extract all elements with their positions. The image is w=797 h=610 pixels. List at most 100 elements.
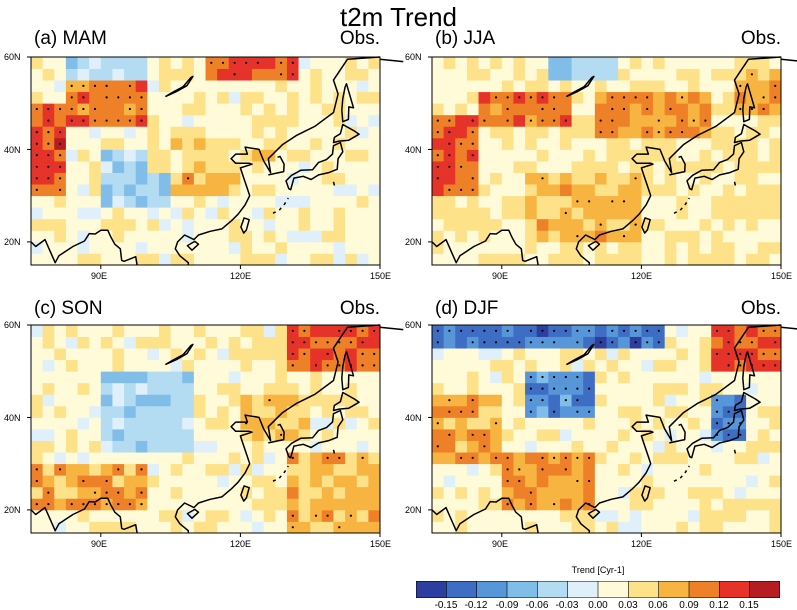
trend-cell [757, 114, 770, 127]
trend-cell [490, 463, 503, 476]
significance-dot [553, 503, 556, 506]
trend-cell [594, 452, 607, 465]
trend-cell [687, 218, 700, 231]
trend-cell [193, 429, 206, 441]
significance-dot [518, 96, 521, 99]
significance-dot [314, 514, 318, 517]
colorbar [416, 581, 780, 598]
significance-dot [436, 177, 439, 180]
trend-cell [124, 207, 137, 220]
trend-cell [31, 382, 44, 395]
trend-cell [513, 126, 526, 139]
trend-cell [240, 241, 253, 254]
colorbar-tick: 0.06 [648, 600, 668, 610]
trend-cell [513, 498, 526, 511]
trend-cell [571, 114, 584, 127]
trend-cell [263, 57, 276, 69]
trend-cell [618, 475, 631, 488]
trend-cell [240, 371, 253, 384]
trend-cell [31, 80, 44, 93]
trend-cell [618, 463, 631, 476]
trend-cell [699, 452, 712, 465]
trend-cell [571, 68, 584, 81]
trend-cell [548, 161, 561, 173]
trend-cell [455, 114, 468, 127]
trend-cell [676, 57, 689, 69]
trend-cell [170, 475, 183, 488]
trend-cell [112, 429, 125, 441]
trend-cell [321, 68, 334, 81]
trend-cell [653, 161, 666, 173]
trend-cell [513, 103, 526, 116]
trend-cell [722, 172, 735, 185]
trend-cell [455, 498, 468, 511]
significance-dot [774, 84, 777, 87]
significance-dot [541, 468, 544, 471]
significance-dot [727, 352, 730, 355]
trend-cell [664, 91, 677, 104]
trend-cell [536, 126, 549, 139]
trend-cell [275, 521, 288, 534]
trend-cell [629, 195, 642, 208]
trend-cell [490, 103, 503, 116]
trend-cell [182, 475, 195, 488]
significance-dot [576, 329, 579, 332]
trend-cell [699, 440, 712, 453]
trend-cell [135, 126, 148, 139]
trend-cell [147, 405, 160, 418]
trend-cell [629, 475, 642, 488]
trend-cell [746, 440, 759, 453]
trend-cell [501, 382, 514, 395]
colorbar-box [749, 581, 780, 598]
trend-cell [42, 521, 55, 534]
trend-cell [455, 126, 468, 139]
trend-cell [653, 80, 666, 93]
significance-dot [622, 107, 626, 111]
trend-cell [641, 230, 654, 243]
trend-cell [42, 429, 55, 441]
significance-dot [105, 503, 108, 506]
trend-cell [182, 241, 195, 254]
trend-cell [711, 486, 724, 499]
trend-cell [65, 452, 78, 465]
trend-cell [699, 394, 712, 407]
ytick-60n-d: 60N [405, 320, 422, 330]
trend-cell [135, 68, 148, 81]
trend-cell [368, 91, 381, 104]
trend-cell [217, 405, 230, 418]
trend-cell [653, 521, 666, 534]
trend-cell [31, 207, 44, 220]
trend-cell [65, 230, 78, 243]
trend-cell [571, 521, 584, 534]
trend-cell [310, 91, 323, 104]
trend-cell [676, 103, 689, 116]
trend-cell [356, 184, 369, 197]
trend-cell [298, 417, 311, 430]
trend-cell [618, 114, 631, 127]
trend-cell [653, 195, 666, 208]
trend-cell [275, 161, 288, 173]
trend-cell [583, 253, 596, 266]
trend-cell [583, 218, 596, 231]
trend-cell [112, 161, 125, 173]
significance-dot [47, 142, 50, 145]
trend-cell [368, 218, 381, 231]
trend-cell [606, 440, 619, 453]
trend-cell [65, 382, 78, 395]
trend-cell [478, 149, 491, 162]
trend-cell [170, 126, 183, 139]
trend-cell [466, 230, 479, 243]
trend-cell [501, 394, 514, 407]
trend-cell [100, 68, 113, 81]
trend-cell [478, 486, 491, 499]
trend-cell [734, 394, 747, 407]
trend-cell [699, 230, 712, 243]
significance-dot [326, 456, 329, 459]
significance-dot [553, 387, 556, 390]
significance-dot [280, 61, 283, 64]
trend-cell [711, 126, 724, 139]
significance-dot [739, 364, 742, 367]
trend-cell [571, 80, 584, 93]
trend-cell [466, 207, 479, 220]
trend-cell [513, 230, 526, 243]
